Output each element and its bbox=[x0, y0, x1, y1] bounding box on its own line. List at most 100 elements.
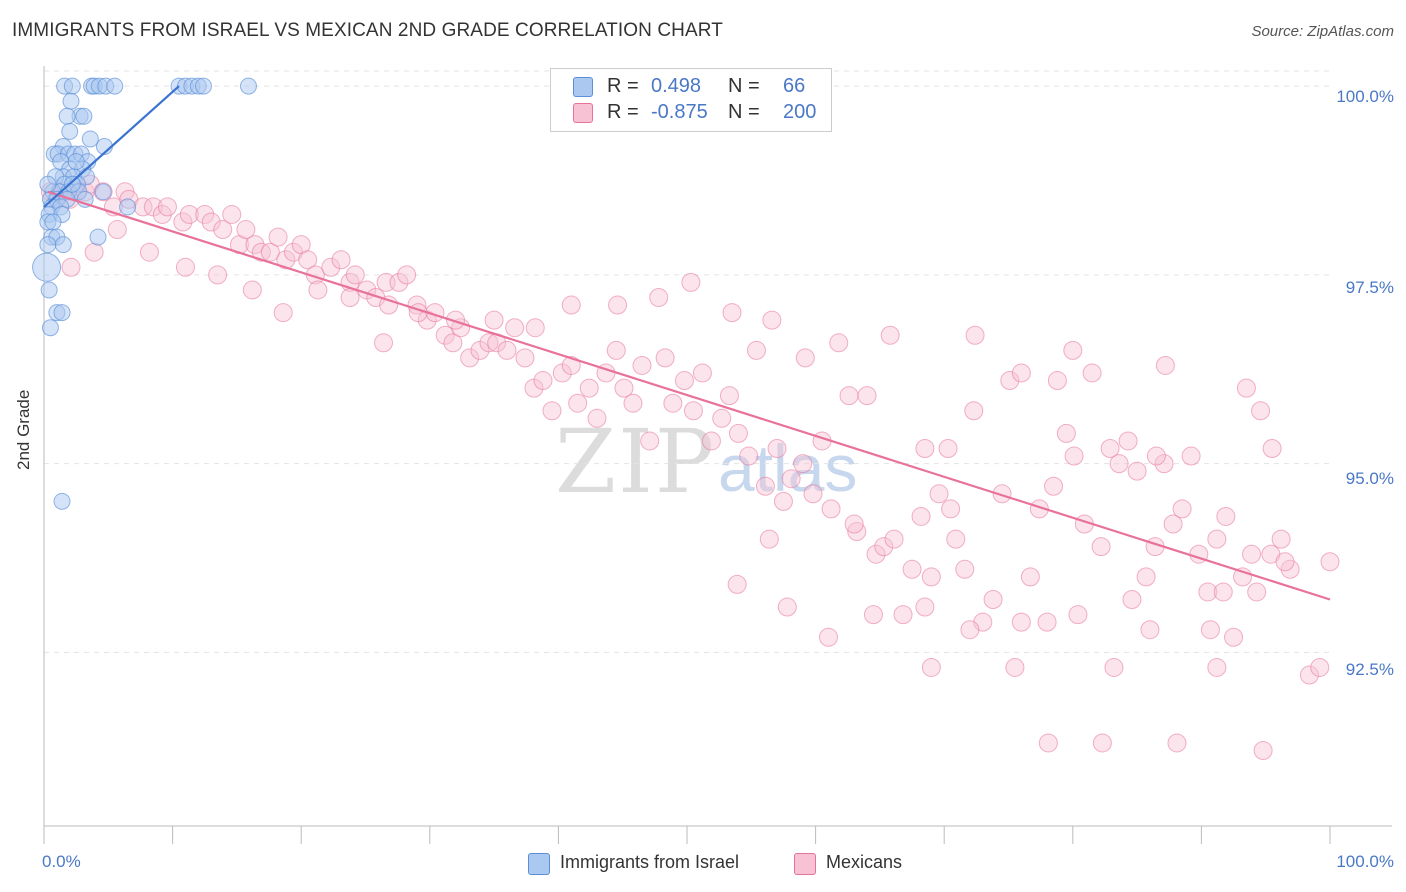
legend: R = 0.498 N = 66 R = -0.875 N = 200 bbox=[550, 68, 832, 132]
trend-lines bbox=[43, 85, 1331, 601]
mexican-point bbox=[1140, 620, 1160, 640]
mexican-point bbox=[561, 355, 581, 375]
mexican-point bbox=[1122, 590, 1142, 609]
mexican-point bbox=[683, 401, 703, 421]
mexican-point bbox=[762, 310, 782, 330]
y-tick-label: 97.5% bbox=[1345, 278, 1394, 297]
israel-point bbox=[75, 107, 93, 125]
israel-trend-line bbox=[43, 85, 180, 208]
mexican-point bbox=[1064, 446, 1084, 466]
mexican-point bbox=[663, 393, 683, 413]
mexican-point bbox=[818, 627, 838, 647]
mexican-point bbox=[484, 310, 504, 330]
mexican-point bbox=[497, 340, 517, 360]
mexican-point bbox=[533, 371, 553, 391]
israel-point bbox=[62, 92, 80, 110]
legend-israel-r: 0.498 bbox=[651, 75, 702, 97]
israel-point bbox=[61, 122, 79, 140]
mexican-point bbox=[674, 371, 694, 391]
israel-point bbox=[194, 77, 212, 95]
mexican-point bbox=[821, 499, 841, 519]
mexican-point bbox=[1118, 431, 1138, 451]
mexican-point bbox=[640, 431, 660, 451]
gridlines bbox=[44, 70, 1330, 653]
mexican-point bbox=[61, 257, 81, 277]
mexican-point bbox=[649, 288, 669, 307]
mexican-point bbox=[755, 476, 775, 496]
mexican-point bbox=[893, 605, 913, 625]
mexican-point bbox=[1251, 401, 1271, 421]
mexican-point bbox=[1109, 454, 1129, 474]
mexican-point bbox=[692, 363, 712, 383]
mexican-point bbox=[242, 280, 262, 300]
mexican-point bbox=[139, 242, 159, 262]
mexican-point bbox=[331, 250, 351, 270]
mexican-point bbox=[608, 295, 628, 315]
mexican-point bbox=[655, 348, 675, 368]
y-tick-label: 95.0% bbox=[1345, 469, 1394, 488]
mexican-point bbox=[1091, 537, 1111, 557]
mexican-point bbox=[1104, 657, 1124, 677]
israel-point bbox=[239, 77, 257, 95]
mexican-point bbox=[727, 574, 747, 594]
mexican-point bbox=[803, 484, 823, 504]
mexican-point bbox=[866, 544, 886, 564]
mexican-point bbox=[1136, 567, 1156, 587]
mexican-point bbox=[157, 197, 177, 217]
mexican-point bbox=[1320, 552, 1340, 572]
mexican-point bbox=[1037, 612, 1057, 632]
mexican-point bbox=[847, 522, 867, 542]
legend-r-label: R = bbox=[607, 101, 639, 123]
mexican-point bbox=[1262, 439, 1282, 458]
mexican-point bbox=[874, 537, 894, 557]
mexican-point bbox=[1092, 733, 1112, 753]
mexican-point bbox=[479, 333, 499, 353]
mexican-point bbox=[276, 250, 296, 270]
mexican-point bbox=[795, 348, 815, 368]
israel-point bbox=[58, 107, 76, 125]
mexican-point bbox=[1011, 612, 1031, 632]
mexican-point bbox=[632, 355, 652, 375]
mexican-point bbox=[1155, 355, 1175, 375]
israel-point bbox=[40, 281, 58, 299]
israel-point bbox=[67, 153, 85, 171]
mexican-point bbox=[1200, 620, 1220, 640]
mexican-point bbox=[1000, 371, 1020, 391]
source-label: Source: ZipAtlas.com bbox=[1251, 23, 1394, 40]
y-tick-label: 100.0% bbox=[1336, 87, 1394, 106]
mexican-point bbox=[1275, 552, 1295, 572]
mexican-point bbox=[739, 446, 759, 466]
mexican-point bbox=[929, 484, 949, 504]
mexican-point bbox=[915, 597, 935, 617]
mexican-point bbox=[245, 235, 265, 255]
mexican-point bbox=[321, 257, 341, 277]
mexican-point bbox=[173, 212, 193, 232]
mexican-point bbox=[222, 204, 242, 224]
mexican-point bbox=[793, 454, 813, 474]
mexican-point bbox=[1011, 363, 1031, 383]
mexican-point bbox=[773, 491, 793, 511]
mexican-point bbox=[1236, 378, 1256, 398]
mexican-point bbox=[946, 529, 966, 549]
mexican-point bbox=[915, 439, 935, 458]
mexican-point bbox=[1163, 514, 1183, 534]
mexican-point bbox=[1063, 340, 1083, 360]
legend-n-label: N = bbox=[728, 101, 760, 123]
mexican-point bbox=[884, 529, 904, 549]
chart-title: IMMIGRANTS FROM ISRAEL VS MEXICAN 2ND GR… bbox=[12, 20, 723, 41]
mexican-point bbox=[561, 295, 581, 315]
israel-point bbox=[94, 183, 112, 201]
mexican-point bbox=[960, 620, 980, 640]
mexican-point bbox=[579, 378, 599, 398]
mexican-point bbox=[606, 340, 626, 360]
mexican-point bbox=[195, 204, 215, 224]
mexican-point bbox=[308, 280, 328, 300]
legend-mexican-n: 200 bbox=[783, 101, 817, 123]
watermark-atlas: atlas bbox=[718, 431, 858, 505]
mexican-point bbox=[1247, 582, 1267, 602]
legend-israel-n: 66 bbox=[783, 75, 806, 97]
mexican-point bbox=[746, 340, 766, 360]
mexican-point bbox=[443, 333, 463, 353]
mexican-point bbox=[1154, 454, 1174, 474]
mexican-point bbox=[260, 242, 280, 262]
